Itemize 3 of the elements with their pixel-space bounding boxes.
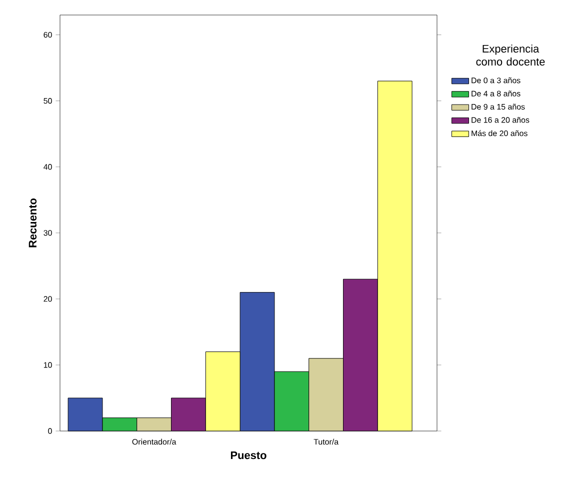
legend-title: Experiencia como docente <box>476 44 545 66</box>
x-axis-title: Puesto <box>230 451 266 460</box>
y-axis-title: Recuento <box>28 198 37 248</box>
